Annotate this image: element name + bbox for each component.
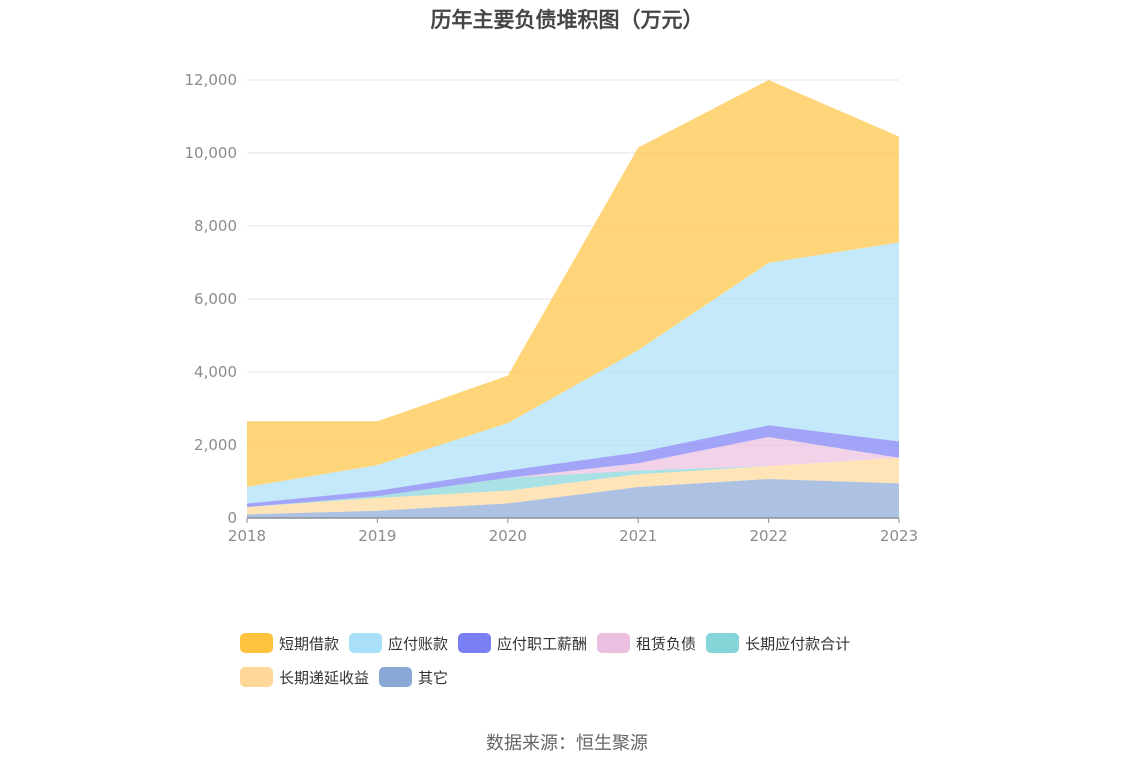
area-租赁负债 [247, 436, 899, 508]
legend-swatch [379, 667, 413, 687]
legend-label: 其它 [418, 668, 449, 687]
area-长期应付款合计 [247, 457, 899, 508]
y-tick-label: 8,000 [194, 217, 237, 235]
legend-label: 应付账款 [388, 634, 449, 653]
y-tick-label: 12,000 [185, 71, 238, 89]
legend-label: 长期应付款合计 [745, 634, 851, 653]
legend-item[interactable]: 租赁负债 [597, 631, 696, 655]
legend-swatch [240, 633, 273, 653]
source-note: 数据来源：恒生聚源 [486, 733, 648, 754]
legend-item[interactable]: 短期借款 [240, 631, 339, 655]
legend-swatch [349, 633, 383, 653]
legend: 短期借款 应付账款 应付职工薪酬 租赁负债 长期应付款合计长期递延收益 其它 [240, 631, 920, 699]
y-tick-label: 0 [227, 509, 237, 527]
x-tick-label: 2020 [489, 527, 527, 545]
chart-title: 历年主要负债堆积图（万元） [430, 8, 704, 32]
x-tick-label: 2019 [358, 527, 396, 545]
legend-label: 应付职工薪酬 [497, 634, 588, 653]
legend-item[interactable]: 长期应付款合计 [706, 631, 850, 655]
legend-item[interactable]: 应付账款 [349, 631, 448, 655]
y-tick-label: 6,000 [194, 290, 237, 308]
area-应付账款 [247, 242, 899, 504]
area-其它 [247, 478, 899, 518]
legend-label: 租赁负债 [636, 634, 697, 653]
legend-swatch [597, 633, 631, 653]
legend-swatch [706, 633, 740, 653]
area-短期借款 [247, 80, 899, 487]
area-series [247, 80, 899, 518]
axes: 0 2,000 4,000 6,000 8,000 10,000 12,000 2018 201… [185, 71, 919, 545]
area-长期递延收益 [247, 457, 899, 515]
x-tick-label: 2022 [750, 527, 788, 545]
area-应付职工薪酬 [247, 425, 899, 508]
legend-label: 短期借款 [279, 634, 340, 653]
y-tick-label: 10,000 [185, 144, 238, 162]
legend-item[interactable]: 长期递延收益 [240, 665, 369, 689]
legend-item[interactable]: 其它 [379, 665, 448, 689]
x-tick-label: 2018 [228, 527, 266, 545]
x-tick-label: 2021 [619, 527, 657, 545]
y-tick-label: 4,000 [194, 363, 237, 381]
legend-item[interactable]: 应付职工薪酬 [458, 631, 587, 655]
x-tick-label: 2023 [880, 527, 918, 545]
legend-swatch [458, 633, 492, 653]
y-tick-label: 2,000 [194, 436, 237, 454]
stacked-area-chart: 0 2,000 4,000 6,000 8,000 10,000 12,000 2018 201… [185, 71, 919, 545]
legend-swatch [240, 667, 273, 687]
legend-label: 长期递延收益 [279, 668, 370, 687]
